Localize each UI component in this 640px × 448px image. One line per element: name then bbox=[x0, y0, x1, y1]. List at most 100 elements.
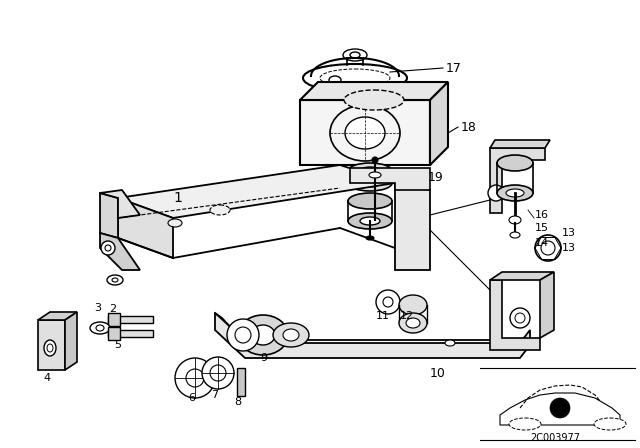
Ellipse shape bbox=[345, 117, 385, 149]
Ellipse shape bbox=[594, 418, 626, 430]
Ellipse shape bbox=[383, 297, 393, 307]
Ellipse shape bbox=[372, 157, 378, 163]
Ellipse shape bbox=[210, 205, 230, 215]
Text: 11: 11 bbox=[376, 311, 390, 321]
Bar bbox=[108, 330, 153, 337]
Ellipse shape bbox=[47, 344, 53, 352]
Ellipse shape bbox=[497, 155, 533, 171]
Ellipse shape bbox=[44, 340, 56, 356]
Ellipse shape bbox=[509, 418, 541, 430]
Polygon shape bbox=[100, 233, 140, 270]
Ellipse shape bbox=[497, 185, 533, 201]
Ellipse shape bbox=[343, 49, 367, 61]
Polygon shape bbox=[540, 272, 554, 338]
Text: 15: 15 bbox=[535, 223, 549, 233]
Ellipse shape bbox=[488, 185, 504, 201]
Polygon shape bbox=[490, 272, 554, 280]
Ellipse shape bbox=[399, 313, 427, 333]
Polygon shape bbox=[118, 165, 395, 218]
Polygon shape bbox=[395, 183, 430, 270]
Ellipse shape bbox=[541, 241, 555, 255]
Polygon shape bbox=[500, 393, 620, 425]
Ellipse shape bbox=[360, 217, 380, 225]
Ellipse shape bbox=[344, 90, 404, 110]
Ellipse shape bbox=[175, 358, 215, 398]
Polygon shape bbox=[38, 320, 65, 370]
Text: 19: 19 bbox=[428, 171, 444, 184]
Ellipse shape bbox=[506, 189, 524, 197]
Ellipse shape bbox=[376, 290, 400, 314]
Text: 3: 3 bbox=[95, 303, 102, 313]
Polygon shape bbox=[65, 312, 77, 370]
Ellipse shape bbox=[112, 278, 118, 282]
Text: 5: 5 bbox=[115, 340, 122, 350]
Ellipse shape bbox=[510, 232, 520, 238]
Ellipse shape bbox=[509, 216, 521, 224]
Ellipse shape bbox=[101, 241, 115, 255]
Text: 13: 13 bbox=[562, 243, 576, 253]
Text: 7: 7 bbox=[211, 390, 219, 400]
Ellipse shape bbox=[273, 323, 309, 347]
Ellipse shape bbox=[366, 236, 374, 240]
Ellipse shape bbox=[330, 105, 400, 161]
Polygon shape bbox=[350, 168, 430, 190]
Ellipse shape bbox=[535, 235, 561, 261]
Text: 1: 1 bbox=[173, 191, 182, 205]
Polygon shape bbox=[490, 148, 545, 213]
Ellipse shape bbox=[510, 308, 530, 328]
Ellipse shape bbox=[283, 329, 299, 341]
Ellipse shape bbox=[210, 365, 226, 381]
Text: 9: 9 bbox=[260, 353, 268, 363]
Ellipse shape bbox=[348, 213, 392, 229]
Ellipse shape bbox=[445, 340, 455, 346]
Polygon shape bbox=[490, 140, 550, 148]
Text: 14: 14 bbox=[535, 238, 549, 248]
Ellipse shape bbox=[303, 64, 407, 92]
Bar bbox=[108, 313, 120, 326]
Polygon shape bbox=[300, 100, 430, 165]
Ellipse shape bbox=[399, 295, 427, 315]
Ellipse shape bbox=[550, 398, 570, 418]
Ellipse shape bbox=[406, 318, 420, 328]
Polygon shape bbox=[430, 82, 448, 165]
Text: 18: 18 bbox=[461, 121, 477, 134]
Ellipse shape bbox=[251, 325, 275, 345]
Text: 12: 12 bbox=[400, 311, 414, 321]
Polygon shape bbox=[490, 280, 540, 350]
Ellipse shape bbox=[227, 319, 259, 351]
Ellipse shape bbox=[515, 313, 525, 323]
Text: 16: 16 bbox=[535, 210, 549, 220]
Ellipse shape bbox=[350, 52, 360, 58]
Polygon shape bbox=[300, 82, 448, 100]
Polygon shape bbox=[100, 193, 118, 238]
Ellipse shape bbox=[235, 327, 251, 343]
Bar bbox=[108, 327, 120, 340]
Text: 2: 2 bbox=[109, 304, 116, 314]
Ellipse shape bbox=[348, 175, 392, 191]
Polygon shape bbox=[118, 198, 173, 258]
Ellipse shape bbox=[186, 369, 204, 387]
Text: 2C003977: 2C003977 bbox=[530, 433, 580, 443]
Ellipse shape bbox=[360, 179, 380, 187]
Ellipse shape bbox=[369, 172, 381, 178]
Text: 13: 13 bbox=[562, 228, 576, 238]
Ellipse shape bbox=[238, 315, 288, 355]
Ellipse shape bbox=[90, 322, 110, 334]
Text: 17: 17 bbox=[446, 61, 462, 74]
Polygon shape bbox=[100, 190, 140, 218]
Polygon shape bbox=[215, 313, 530, 358]
Text: 4: 4 bbox=[44, 373, 51, 383]
Text: 8: 8 bbox=[234, 397, 241, 407]
Ellipse shape bbox=[107, 275, 123, 285]
Ellipse shape bbox=[96, 325, 104, 331]
Ellipse shape bbox=[348, 163, 392, 179]
Ellipse shape bbox=[320, 69, 390, 87]
Polygon shape bbox=[38, 312, 77, 320]
Text: 10: 10 bbox=[430, 366, 446, 379]
Bar bbox=[237, 368, 245, 396]
Ellipse shape bbox=[348, 193, 392, 209]
Text: 6: 6 bbox=[189, 393, 195, 403]
Ellipse shape bbox=[168, 219, 182, 227]
Ellipse shape bbox=[202, 357, 234, 389]
Ellipse shape bbox=[329, 76, 341, 84]
